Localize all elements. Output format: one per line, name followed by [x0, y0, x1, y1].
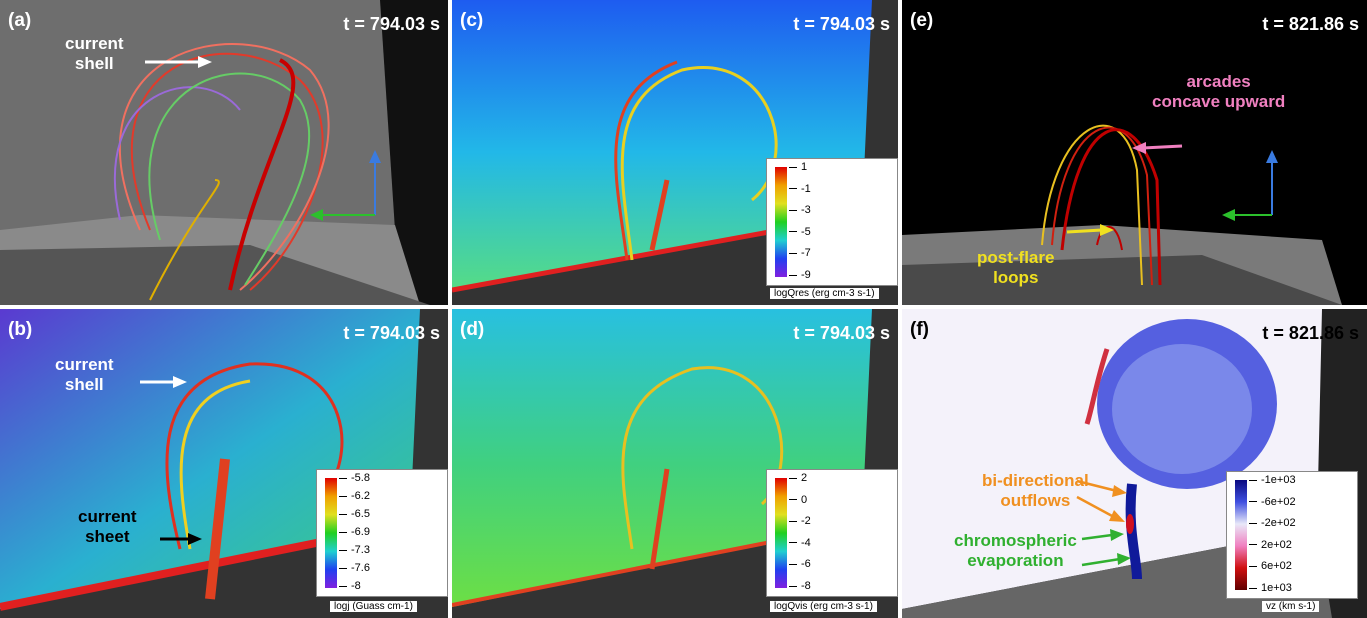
colorbar-tick-label: -6.5: [339, 508, 370, 520]
annotation-line: evaporation: [967, 551, 1064, 570]
panel-label: (f): [910, 319, 929, 340]
annotation-line: outflows: [1000, 491, 1071, 510]
colorbar-tick-label: -1: [789, 183, 811, 195]
time-stamp: t = 794.03 s: [343, 323, 440, 343]
annotation-line: current: [55, 355, 114, 374]
colorbar-tick-label: 6e+02: [1249, 560, 1292, 572]
panel-label: (d): [460, 319, 485, 340]
colorbar-tick-label: -5: [789, 226, 811, 238]
annotation-line: bi-directional: [982, 471, 1089, 490]
image: [902, 0, 1367, 305]
colorbar-title: logj (Guass cm-1): [330, 601, 417, 612]
annotation-line: current: [78, 507, 137, 526]
annotation-line: current: [65, 34, 124, 53]
time-stamp: t = 794.03 s: [793, 14, 890, 34]
annotation: post-flare loops: [977, 248, 1054, 288]
colorbar-tick-label: -8: [789, 580, 811, 592]
annotation: bi-directional outflows: [982, 471, 1089, 511]
colorbar: 1 -1 -3 -5 -7 -9: [766, 158, 898, 286]
colorbar-tick-label: -4: [789, 537, 811, 549]
annotation: arcades concave upward: [1152, 72, 1285, 112]
annotation-line: post-flare: [977, 248, 1055, 267]
colorbar: -5.8 -6.2 -6.5 -6.9 -7.3 -7.6 -8: [316, 469, 448, 597]
panel-b: (b) t = 794.03 s current shell current she…: [0, 309, 448, 618]
panel-d: (d) t = 794.03 s 2 0 -2 -4 -6 -8 logQvis (erg…: [452, 309, 898, 618]
annotation-line: sheet: [85, 527, 130, 546]
annotation: chromospheric evaporation: [954, 531, 1077, 571]
annotation-line: shell: [74, 54, 114, 73]
colorbar: 2 0 -2 -4 -6 -8: [766, 469, 898, 597]
colorbar-tick-label: -9: [789, 269, 811, 281]
panel-label: (c): [460, 10, 484, 31]
colorbar-tick-label: -7.6: [339, 562, 370, 574]
time-stamp: t = 821.86 s: [1262, 14, 1359, 34]
colorbar-tick-label: -6e+02: [1249, 496, 1296, 508]
colorbar-tick-label: 0: [789, 494, 807, 506]
panel-label: (e): [910, 10, 934, 31]
colorbar-title: logQvis (erg cm-3 s-1): [770, 601, 877, 612]
annotation-line: chromospheric: [954, 531, 1077, 550]
colorbar-gradient: [775, 167, 787, 277]
colorbar-tick-label: -2e+02: [1249, 517, 1296, 529]
panel-f: (f) t = 821.86 s bi-directional outflows …: [902, 309, 1367, 618]
panel-c: (c) t = 794.03 s 1 -1 -3 -5 -7 -9 logQres (er…: [452, 0, 898, 305]
colorbar: -1e+03 -6e+02 -2e+02 2e+02 6e+02 1e+03: [1226, 471, 1358, 599]
image: [0, 0, 448, 305]
panel-label: (a): [8, 10, 32, 31]
colorbar-tick-label: -3: [789, 204, 811, 216]
colorbar-gradient: [325, 478, 337, 588]
colorbar-tick-label: -6.2: [339, 490, 370, 502]
colorbar-tick-label: -6.9: [339, 526, 370, 538]
colorbar-title: vz (km s-1): [1262, 601, 1320, 612]
colorbar-tick-label: -2: [789, 515, 811, 527]
colorbar-tick-label: 1e+03: [1249, 582, 1292, 594]
colorbar-tick-label: -8: [339, 580, 361, 592]
annotation: current shell: [55, 355, 114, 395]
annotation: current sheet: [78, 507, 137, 547]
colorbar-tick-label: 2e+02: [1249, 539, 1292, 551]
time-stamp: t = 794.03 s: [343, 14, 440, 34]
colorbar-gradient: [1235, 480, 1247, 590]
colorbar-tick-label: 1: [789, 161, 807, 173]
annotation-line: concave upward: [1152, 92, 1286, 111]
colorbar-tick-label: 2: [789, 472, 807, 484]
colorbar-title: logQres (erg cm-3 s-1): [770, 288, 879, 299]
colorbar-tick-label: -5.8: [339, 472, 370, 484]
colorbar-tick-label: -6: [789, 558, 811, 570]
panel-label: (b): [8, 319, 33, 340]
annotation-line: loops: [993, 268, 1039, 287]
colorbar-tick-label: -1e+03: [1249, 474, 1296, 486]
time-stamp: t = 794.03 s: [793, 323, 890, 343]
time-stamp: t = 821.86 s: [1262, 323, 1359, 343]
panel-e: (e) t = 821.86 s arcades concave upward p…: [902, 0, 1367, 305]
panel-a: (a) t = 794.03 s current shell: [0, 0, 448, 305]
colorbar-gradient: [775, 478, 787, 588]
annotation-line: arcades: [1186, 72, 1251, 91]
colorbar-tick-label: -7.3: [339, 544, 370, 556]
annotation: current shell: [65, 34, 124, 74]
colorbar-tick-label: -7: [789, 247, 811, 259]
annotation-line: shell: [64, 375, 104, 394]
